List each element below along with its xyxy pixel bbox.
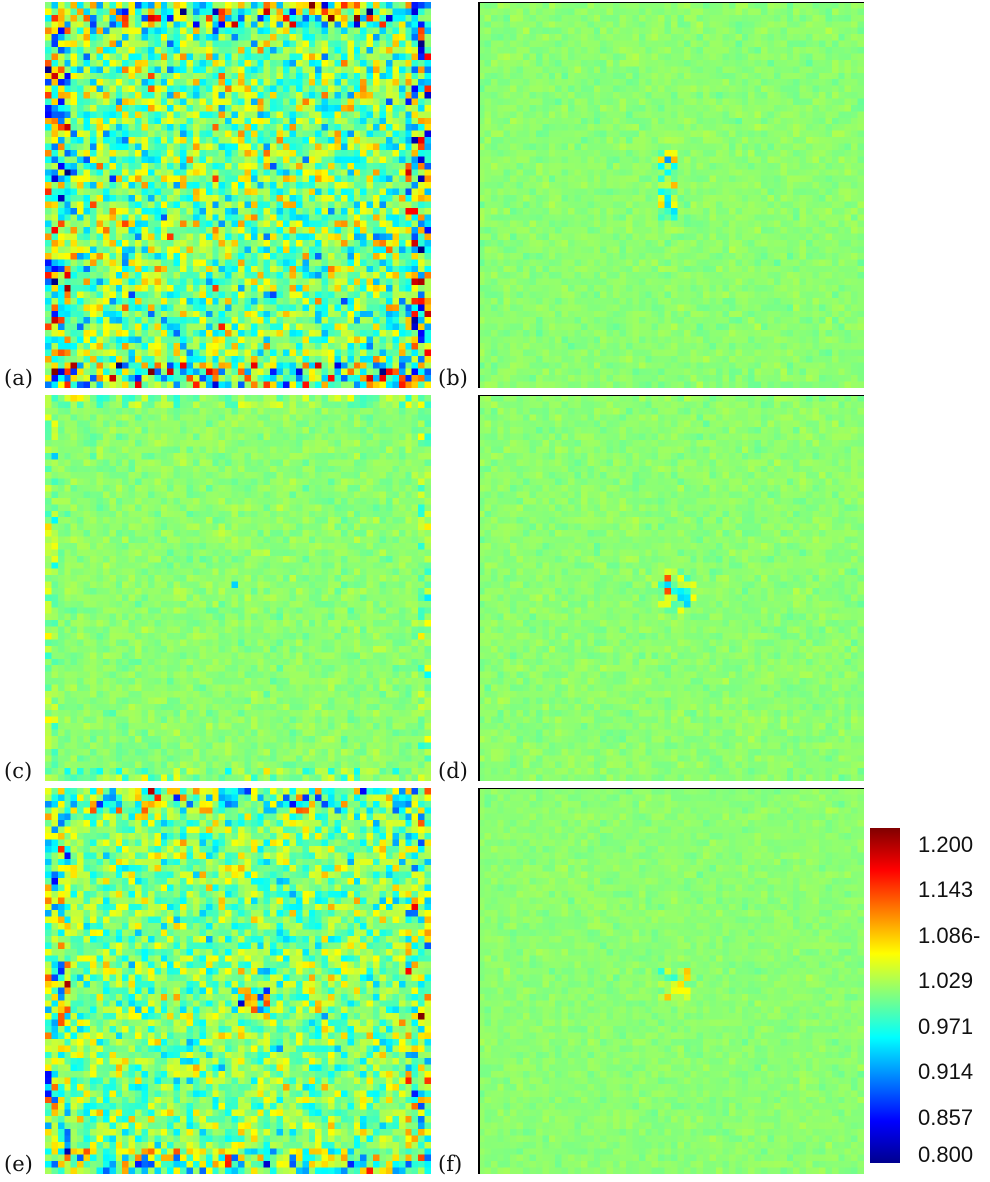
panel-b-axes-frame [478,2,864,388]
panel-label-d: (d) [438,759,468,783]
panel-label-b: (b) [438,366,468,390]
colorbar-tick-label: 0.971 [918,1014,974,1039]
colorbar-tick-label: 0.857 [918,1105,974,1130]
heatmap-panel-a [45,2,431,388]
heatmap-d-canvas [478,395,864,781]
heatmap-a-canvas [45,2,431,388]
colorbar [870,828,900,1163]
colorbar-tick-label: 0.914 [918,1059,974,1084]
panel-label-c: (c) [4,759,33,783]
panel-label-e: (e) [4,1152,33,1176]
heatmap-panel-c [45,395,431,781]
heatmap-panel-d [478,395,864,781]
panel-f-axes-frame [478,788,864,1174]
colorbar-tick-label: 1.029 [918,968,974,993]
heatmap-panel-b [478,2,864,388]
panel-d-axes-frame [478,395,864,781]
colorbar-tick-label: 1.086- [918,923,981,948]
panel-label-a: (a) [4,366,33,390]
heatmap-panel-f [478,788,864,1174]
heatmap-e-canvas [45,788,431,1174]
colorbar-tick-label: 0.800 [918,1142,974,1167]
colorbar-tick-label: 1.200 [918,832,974,857]
heatmap-c-canvas [45,395,431,781]
heatmap-f-canvas [478,788,864,1174]
heatmap-panel-e [45,788,431,1174]
panel-label-f: (f) [438,1152,463,1176]
colorbar-tick-label: 1.143 [918,877,974,902]
heatmap-b-canvas [478,2,864,388]
